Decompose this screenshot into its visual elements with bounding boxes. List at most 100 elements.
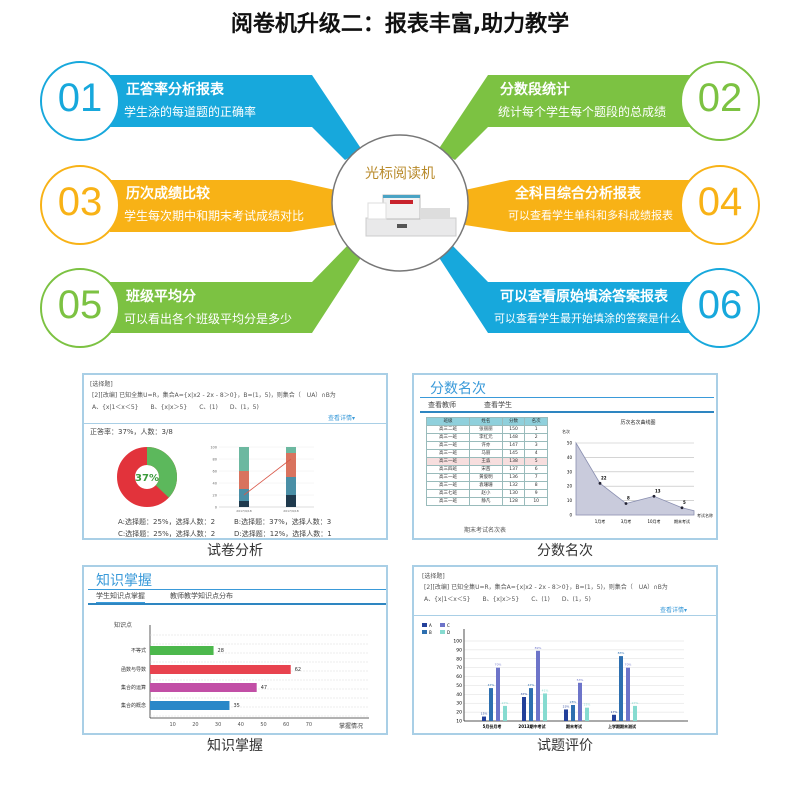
feature-title-06: 可以查看原始填涂答案报表 bbox=[500, 289, 668, 305]
question-type: [选择题] bbox=[90, 381, 113, 388]
table-cell: 赵小 bbox=[468, 489, 503, 498]
divider bbox=[88, 589, 386, 590]
number-circle-06 bbox=[680, 268, 760, 348]
question-evaluation-panel: [选择题] [2][改编] 已知全集U=R，集合A={x|x2 - 2x - 8… bbox=[412, 565, 718, 735]
bar-A bbox=[482, 716, 486, 721]
table-cell: 6 bbox=[524, 465, 548, 474]
banner-04 bbox=[465, 180, 690, 232]
data-point bbox=[680, 506, 684, 510]
tab-teacher-knowledge[interactable]: 教师教学知识点分布 bbox=[170, 592, 233, 600]
table-cell: 147 bbox=[501, 441, 526, 450]
legend-swatch bbox=[440, 630, 445, 634]
x-axis-label: 考试名称 bbox=[697, 512, 713, 518]
table-cell: 袁珊珊 bbox=[468, 481, 503, 490]
table-row: 高三七班 赵小 130 9 bbox=[426, 489, 548, 498]
paper-analysis-panel: [选择题] [2][改编] 已知全集U=R，集合A={x|x2 - 2x - 8… bbox=[82, 373, 388, 540]
number-circle-01 bbox=[40, 61, 120, 141]
value-label: 62 bbox=[295, 667, 301, 673]
table-cell: 静凡 bbox=[468, 497, 503, 506]
bar-C bbox=[496, 667, 500, 721]
banner-03 bbox=[110, 180, 335, 232]
question-text: [2][改编] 已知全集U=R，集合A={x|x2 - 2x - 8＞0}，B=… bbox=[92, 392, 336, 399]
table-cell: 2 bbox=[524, 433, 548, 442]
y-tick: 10 bbox=[456, 719, 462, 725]
feature-title-05: 班级平均分 bbox=[126, 289, 196, 305]
x-tick: 1月考 bbox=[595, 518, 606, 524]
value-label: 27% bbox=[632, 701, 639, 705]
chevron-down-icon: ▾ bbox=[684, 607, 688, 614]
value-label: 41% bbox=[542, 688, 549, 692]
table-cell: 张丽丽 bbox=[468, 425, 503, 434]
table-cell: 高三四班 bbox=[426, 465, 470, 474]
y-tick: 80 bbox=[456, 656, 462, 662]
table-cell: 高三一班 bbox=[426, 457, 470, 466]
x-tick: 50 bbox=[260, 722, 266, 728]
column-header: 名次 bbox=[524, 417, 548, 426]
number-circle-03 bbox=[40, 165, 120, 245]
table-cell: 高三一班 bbox=[426, 497, 470, 506]
x-tick: 期末考试 bbox=[674, 518, 690, 524]
x-tick: 10 bbox=[170, 722, 176, 728]
legend-swatch bbox=[422, 623, 427, 627]
table-cell: 137 bbox=[501, 465, 526, 474]
table-cell: 136 bbox=[501, 473, 526, 482]
legend-swatch bbox=[440, 623, 445, 627]
x-tick: 上学期期末测试 bbox=[608, 723, 636, 729]
y-tick: 20 bbox=[456, 710, 462, 716]
question-text: [2][改编] 已知全集U=R，集合A={x|x2 - 2x - 8＞0}，B=… bbox=[424, 584, 668, 591]
stack-segment bbox=[239, 501, 249, 507]
center-label: 光标阅读机 bbox=[365, 166, 435, 182]
value-label: 23% bbox=[563, 704, 570, 708]
stack-segment bbox=[286, 447, 296, 453]
divider bbox=[420, 411, 714, 413]
bar-集合的运算 bbox=[150, 683, 257, 692]
data-label: 8 bbox=[627, 495, 630, 500]
y-tick: 60 bbox=[456, 674, 462, 680]
question-type: [选择题] bbox=[422, 573, 445, 580]
view-details-link[interactable]: 查看详情▾ bbox=[328, 413, 355, 422]
view-details-label: 查看详情 bbox=[328, 415, 353, 422]
view-details-label: 查看详情 bbox=[660, 607, 685, 614]
bar-A bbox=[522, 697, 526, 721]
donut-label: 37% bbox=[135, 473, 159, 484]
value-label: 15% bbox=[481, 712, 488, 716]
value-label: 25% bbox=[584, 703, 591, 707]
feature-number-06: 06 bbox=[697, 283, 743, 327]
table-row: 高三一班 静凡 128 10 bbox=[426, 497, 548, 506]
paper-charts: 37% 0 20 40 60 80 100 2017/9/18 2017/9/18 bbox=[117, 446, 314, 513]
table-cell: 许亦 bbox=[468, 441, 503, 450]
y-tick: 50 bbox=[456, 683, 462, 689]
table-cell: 高三一班 bbox=[426, 449, 470, 458]
y-tick: 100 bbox=[210, 446, 217, 450]
divider bbox=[420, 397, 714, 398]
value-label: 83% bbox=[618, 651, 625, 655]
feature-desc-06: 可以查看学生最开始填涂的答案是什么 bbox=[494, 312, 681, 325]
y-tick: 0 bbox=[215, 506, 217, 510]
feature-number-03: 03 bbox=[57, 180, 103, 224]
table-header-row: 班级 姓名 分数 名次 bbox=[426, 417, 548, 426]
value-label: 70% bbox=[625, 663, 632, 667]
y-axis-label: 名次 bbox=[562, 428, 570, 434]
table-cell: 高三二班 bbox=[426, 425, 470, 434]
table-row: 高三一班 袁珊珊 132 8 bbox=[426, 481, 548, 490]
view-details-link[interactable]: 查看详情▾ bbox=[660, 605, 687, 614]
bar-B bbox=[571, 705, 575, 721]
value-label: 47 bbox=[261, 685, 267, 691]
bar-B bbox=[529, 688, 533, 721]
value-label: 35 bbox=[233, 703, 239, 709]
y-tick: 90 bbox=[456, 647, 462, 653]
table-cell: 1 bbox=[524, 425, 548, 434]
option-stat-a: A:选择题：25%，选择人数：2 bbox=[118, 518, 216, 526]
feature-desc-01: 学生涂的每道题的正确率 bbox=[124, 105, 257, 119]
bar-D bbox=[543, 693, 547, 721]
table-cell: 宋茜 bbox=[468, 465, 503, 474]
table-row: 高三二班 张丽丽 150 1 bbox=[426, 425, 548, 434]
tab-teacher[interactable]: 查看教师 bbox=[428, 401, 456, 409]
table-cell: 128 bbox=[501, 497, 526, 506]
column-header: 姓名 bbox=[468, 417, 503, 426]
feature-title-02: 分数段统计 bbox=[500, 82, 570, 98]
divider bbox=[88, 603, 386, 605]
legend-label: D bbox=[447, 630, 450, 635]
bar-C bbox=[578, 682, 582, 721]
